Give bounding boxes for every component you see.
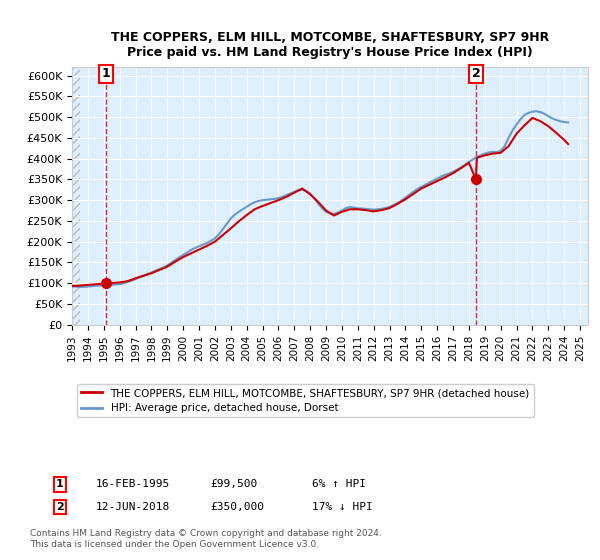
Text: 6% ↑ HPI: 6% ↑ HPI [312,479,366,489]
Text: 12-JUN-2018: 12-JUN-2018 [96,502,170,512]
Text: 16-FEB-1995: 16-FEB-1995 [96,479,170,489]
Text: 2: 2 [472,67,480,80]
Text: 1: 1 [101,67,110,80]
Text: 1: 1 [56,479,64,489]
Title: THE COPPERS, ELM HILL, MOTCOMBE, SHAFTESBURY, SP7 9HR
Price paid vs. HM Land Reg: THE COPPERS, ELM HILL, MOTCOMBE, SHAFTES… [111,31,549,59]
Text: 2: 2 [56,502,64,512]
Text: 17% ↓ HPI: 17% ↓ HPI [312,502,373,512]
Text: £350,000: £350,000 [210,502,264,512]
Legend: THE COPPERS, ELM HILL, MOTCOMBE, SHAFTESBURY, SP7 9HR (detached house), HPI: Ave: THE COPPERS, ELM HILL, MOTCOMBE, SHAFTES… [77,384,534,417]
Text: Contains HM Land Registry data © Crown copyright and database right 2024.
This d: Contains HM Land Registry data © Crown c… [30,529,382,549]
Text: £99,500: £99,500 [210,479,257,489]
